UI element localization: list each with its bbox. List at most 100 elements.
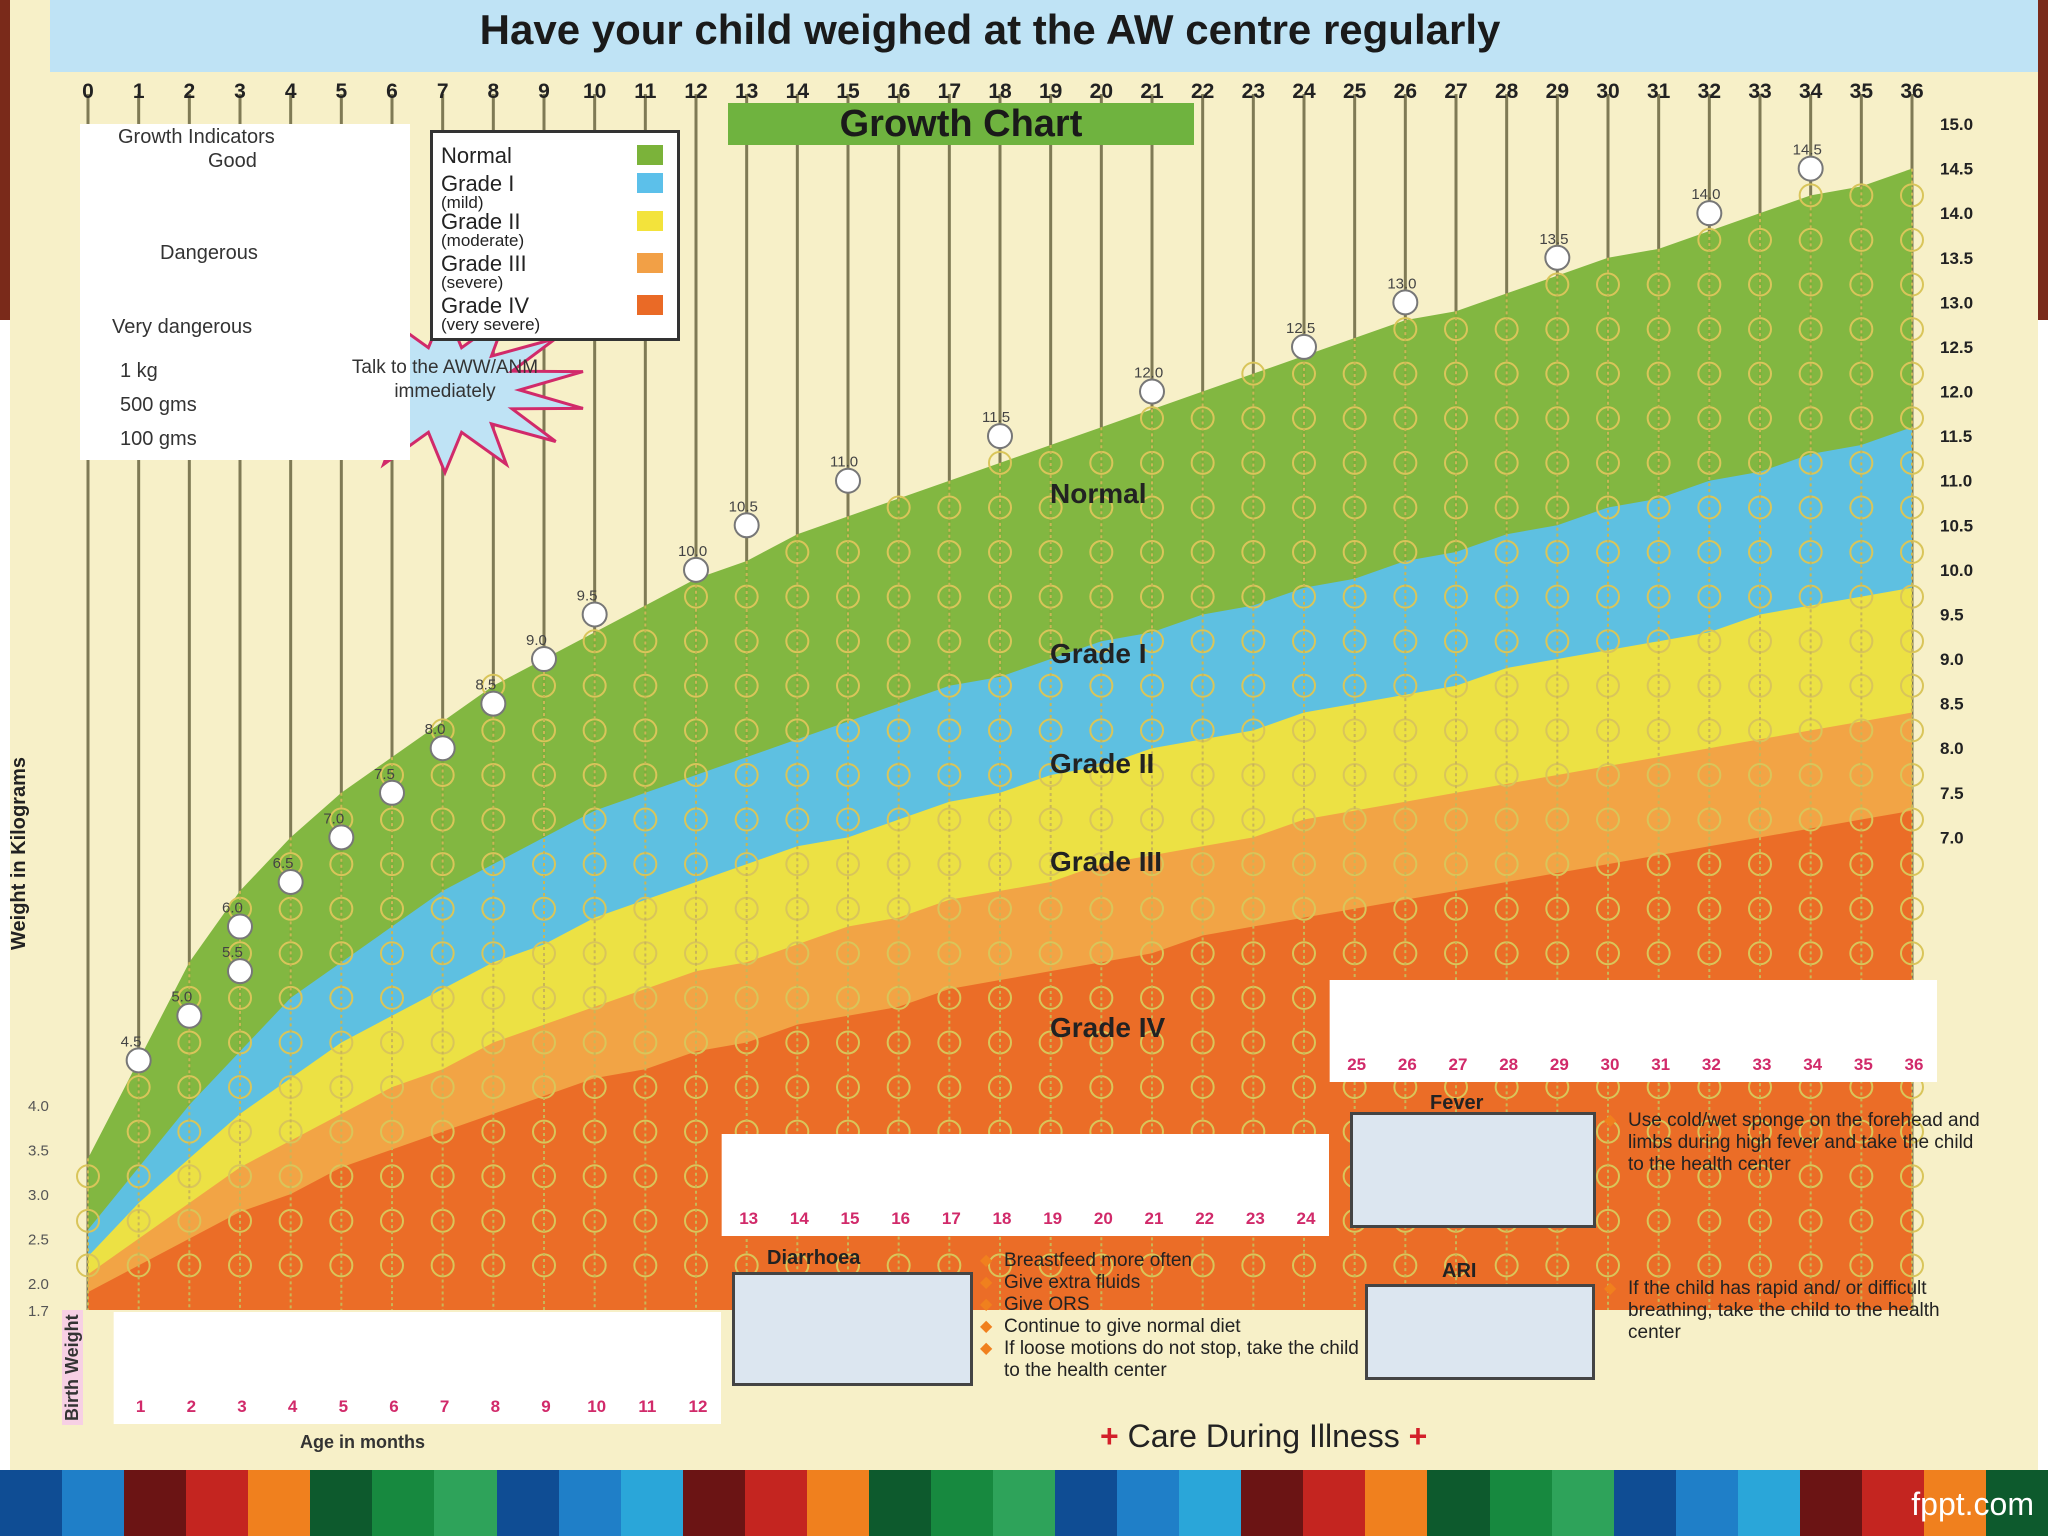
footer-color-segment xyxy=(1055,1470,1118,1536)
alert-text: Talk to the AWW/ANM immediately xyxy=(351,357,539,402)
size-1kg: 1 kg xyxy=(120,360,158,382)
weight-marker xyxy=(177,1164,202,1189)
band-label-grade-4: Grade IV xyxy=(1050,1012,1166,1043)
curve-marker xyxy=(277,868,304,895)
months-row-3-month: 29 xyxy=(1550,1055,1569,1074)
months-row-1-month: 2 xyxy=(187,1397,196,1416)
y-left-tick-label: 3.0 xyxy=(28,1187,49,1204)
weight-marker xyxy=(1393,450,1418,475)
curve-marker xyxy=(733,512,760,539)
legend-swatch-grade-1 xyxy=(637,173,663,193)
growth-indicators-box: Growth Indicators Good Dangerous Very da… xyxy=(80,124,410,460)
x-tick-label: 28 xyxy=(1495,80,1519,103)
weight-marker xyxy=(1697,361,1722,386)
months-row-1-month: 7 xyxy=(440,1397,449,1416)
weight-marker xyxy=(684,762,708,787)
footer-color-segment xyxy=(186,1470,249,1536)
months-row-1-month: 4 xyxy=(288,1397,298,1416)
weight-marker xyxy=(1798,183,1823,208)
months-row-2-month: 19 xyxy=(1043,1209,1062,1228)
weight-marker xyxy=(1089,852,1114,877)
curve-label: 6.5 xyxy=(273,855,294,872)
weight-marker xyxy=(1393,762,1418,787)
months-row-2-month: 18 xyxy=(993,1209,1012,1228)
x-tick-label: 18 xyxy=(988,80,1012,103)
months-row-2-month: 16 xyxy=(891,1209,910,1228)
weight-marker xyxy=(532,807,556,832)
y-tick-label: 14.5 xyxy=(1940,160,1973,179)
weight-marker xyxy=(1646,673,1671,698)
y-tick-label: 12.0 xyxy=(1940,383,1973,402)
x-tick-label: 3 xyxy=(234,80,246,103)
months-row-2-month: 13 xyxy=(739,1209,758,1228)
x-tick-label: 29 xyxy=(1546,80,1569,103)
weight-marker xyxy=(329,941,354,966)
weight-marker xyxy=(633,807,658,832)
weight-marker xyxy=(1241,540,1266,565)
weight-marker xyxy=(937,629,962,654)
y-tick-label: 10.0 xyxy=(1940,561,1973,580)
x-tick-label: 34 xyxy=(1799,80,1823,103)
footer-color-segment xyxy=(1365,1470,1428,1536)
weight-marker xyxy=(836,941,860,966)
y-tick-label: 8.0 xyxy=(1940,739,1964,758)
footer-color-segment xyxy=(1117,1470,1180,1536)
diarrhoea-advice: Breastfeed more often Give extra fluids … xyxy=(980,1250,1360,1382)
footer-color-bar xyxy=(0,1470,2048,1536)
weight-marker xyxy=(1596,406,1620,431)
footer-color-segment xyxy=(1303,1470,1366,1536)
months-row-1-month: 8 xyxy=(491,1397,500,1416)
curve-marker xyxy=(835,467,861,494)
y-tick-label: 15.0 xyxy=(1940,115,1973,134)
weight-marker xyxy=(1444,807,1468,832)
weight-marker xyxy=(1900,317,1924,342)
y-tick-label: 7.5 xyxy=(1940,784,1964,803)
months-row-1-month: 5 xyxy=(339,1397,348,1416)
legend-swatch-normal xyxy=(637,145,663,165)
months-row-3-month: 28 xyxy=(1499,1055,1518,1074)
curve-label: 12.5 xyxy=(1286,320,1315,337)
x-tick-label: 6 xyxy=(386,80,398,103)
footer-color-segment xyxy=(496,1470,559,1536)
curve-marker xyxy=(227,913,253,940)
red-cross-icon: + xyxy=(1100,1418,1119,1454)
x-tick-label: 9 xyxy=(538,80,550,103)
weight-marker xyxy=(329,1253,354,1278)
weight-marker xyxy=(836,1030,860,1055)
weight-marker xyxy=(278,985,303,1010)
curve-marker xyxy=(531,646,557,673)
y-tick-label: 10.5 xyxy=(1940,516,1973,535)
y-tick-label: 11.5 xyxy=(1940,427,1972,446)
months-row-2-month: 14 xyxy=(790,1209,809,1228)
x-tick-label: 24 xyxy=(1292,80,1316,103)
weight-marker xyxy=(633,718,658,743)
months-row-1-month: 1 xyxy=(136,1397,145,1416)
months-row-2-month: 22 xyxy=(1195,1209,1214,1228)
curve-label: 8.5 xyxy=(475,677,496,694)
footer-color-segment xyxy=(1551,1470,1614,1536)
weight-marker xyxy=(1748,673,1772,698)
curve-marker xyxy=(1392,289,1419,316)
weight-marker xyxy=(177,1075,202,1100)
y-tick-label: 11.0 xyxy=(1940,472,1972,491)
diarrhoea-item: Give ORS xyxy=(980,1294,1360,1316)
weight-marker xyxy=(1646,450,1671,475)
weight-marker xyxy=(1545,406,1570,431)
footer-color-segment xyxy=(248,1470,311,1536)
weight-marker xyxy=(126,1208,151,1233)
weight-marker xyxy=(633,1119,658,1144)
x-tick-label: 13 xyxy=(735,80,758,103)
weight-marker xyxy=(1798,361,1823,386)
x-tick-label: 32 xyxy=(1698,80,1721,103)
weight-marker xyxy=(481,1164,506,1189)
curve-marker xyxy=(429,735,456,762)
indicator-very-dangerous: Very dangerous xyxy=(112,316,253,338)
weight-marker xyxy=(785,718,810,743)
footer-color-segment xyxy=(310,1470,373,1536)
months-row-1-month: 12 xyxy=(689,1397,708,1416)
diarrhoea-item: If loose motions do not stop, take the c… xyxy=(980,1338,1360,1382)
diarrhoea-item: Breastfeed more often xyxy=(980,1250,1360,1272)
weight-marker xyxy=(1241,852,1266,877)
months-row-3-month: 35 xyxy=(1854,1055,1873,1074)
weight-marker xyxy=(481,852,506,877)
